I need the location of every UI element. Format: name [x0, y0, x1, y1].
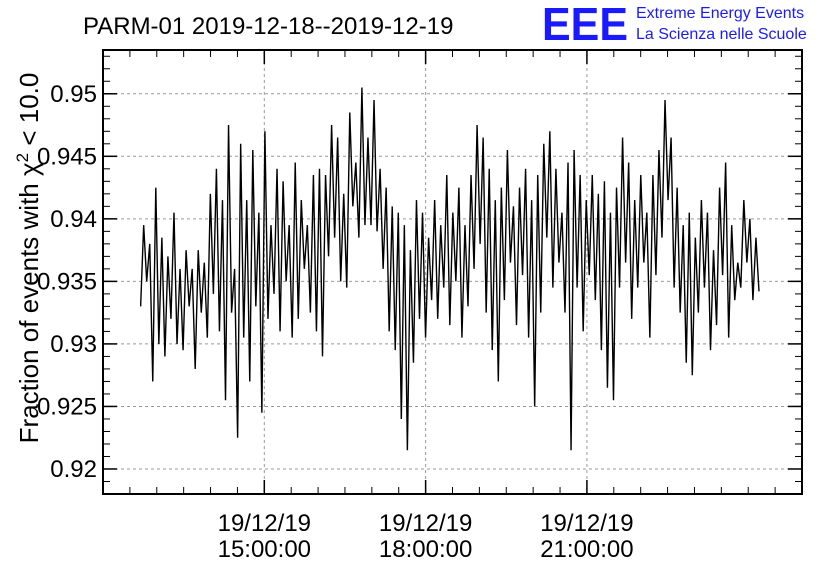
tick-labels: 0.920.9250.930.9350.940.9450.9519/12/191… — [37, 81, 634, 563]
x-tick-date-label: 19/12/19 — [540, 510, 633, 537]
y-tick-label: 0.94 — [50, 206, 97, 233]
y-tick-label: 0.935 — [37, 268, 97, 295]
y-tick-label: 0.945 — [37, 143, 97, 170]
logo-line-1: Extreme Energy Events — [636, 5, 804, 22]
x-tick-time-label: 21:00:00 — [540, 536, 633, 563]
eee-logo-mark: EEE — [542, 0, 628, 50]
y-tick-label: 0.925 — [37, 393, 97, 420]
series-line — [139, 87, 760, 451]
x-tick-time-label: 15:00:00 — [218, 536, 311, 563]
y-tick-label: 0.92 — [50, 456, 97, 483]
y-tick-label: 0.93 — [50, 331, 97, 358]
y-axis-label-exponent: 2 — [13, 153, 32, 162]
eee-logo: EEE Extreme Energy Events La Scienza nel… — [542, 0, 807, 50]
y-axis-label-prefix: Fraction of events with — [14, 176, 44, 443]
y-tick-label: 0.95 — [50, 81, 97, 108]
axes-frame — [102, 49, 803, 495]
x-tick-date-label: 19/12/19 — [379, 510, 472, 537]
chart-title: PARM-01 2019-12-18--2019-12-19 — [83, 13, 453, 40]
y-axis-label: Fraction of events with χ2 < 10.0 — [13, 73, 44, 444]
logo-line-2: La Scienza nelle Scuole — [636, 26, 807, 43]
y-axis-label-chi: χ — [14, 162, 44, 176]
plot-frame — [102, 49, 803, 495]
x-tick-time-label: 18:00:00 — [379, 536, 472, 563]
series-layer — [139, 87, 760, 451]
y-axis-label-suffix: < 10.0 — [14, 73, 44, 153]
x-tick-date-label: 19/12/19 — [218, 510, 311, 537]
